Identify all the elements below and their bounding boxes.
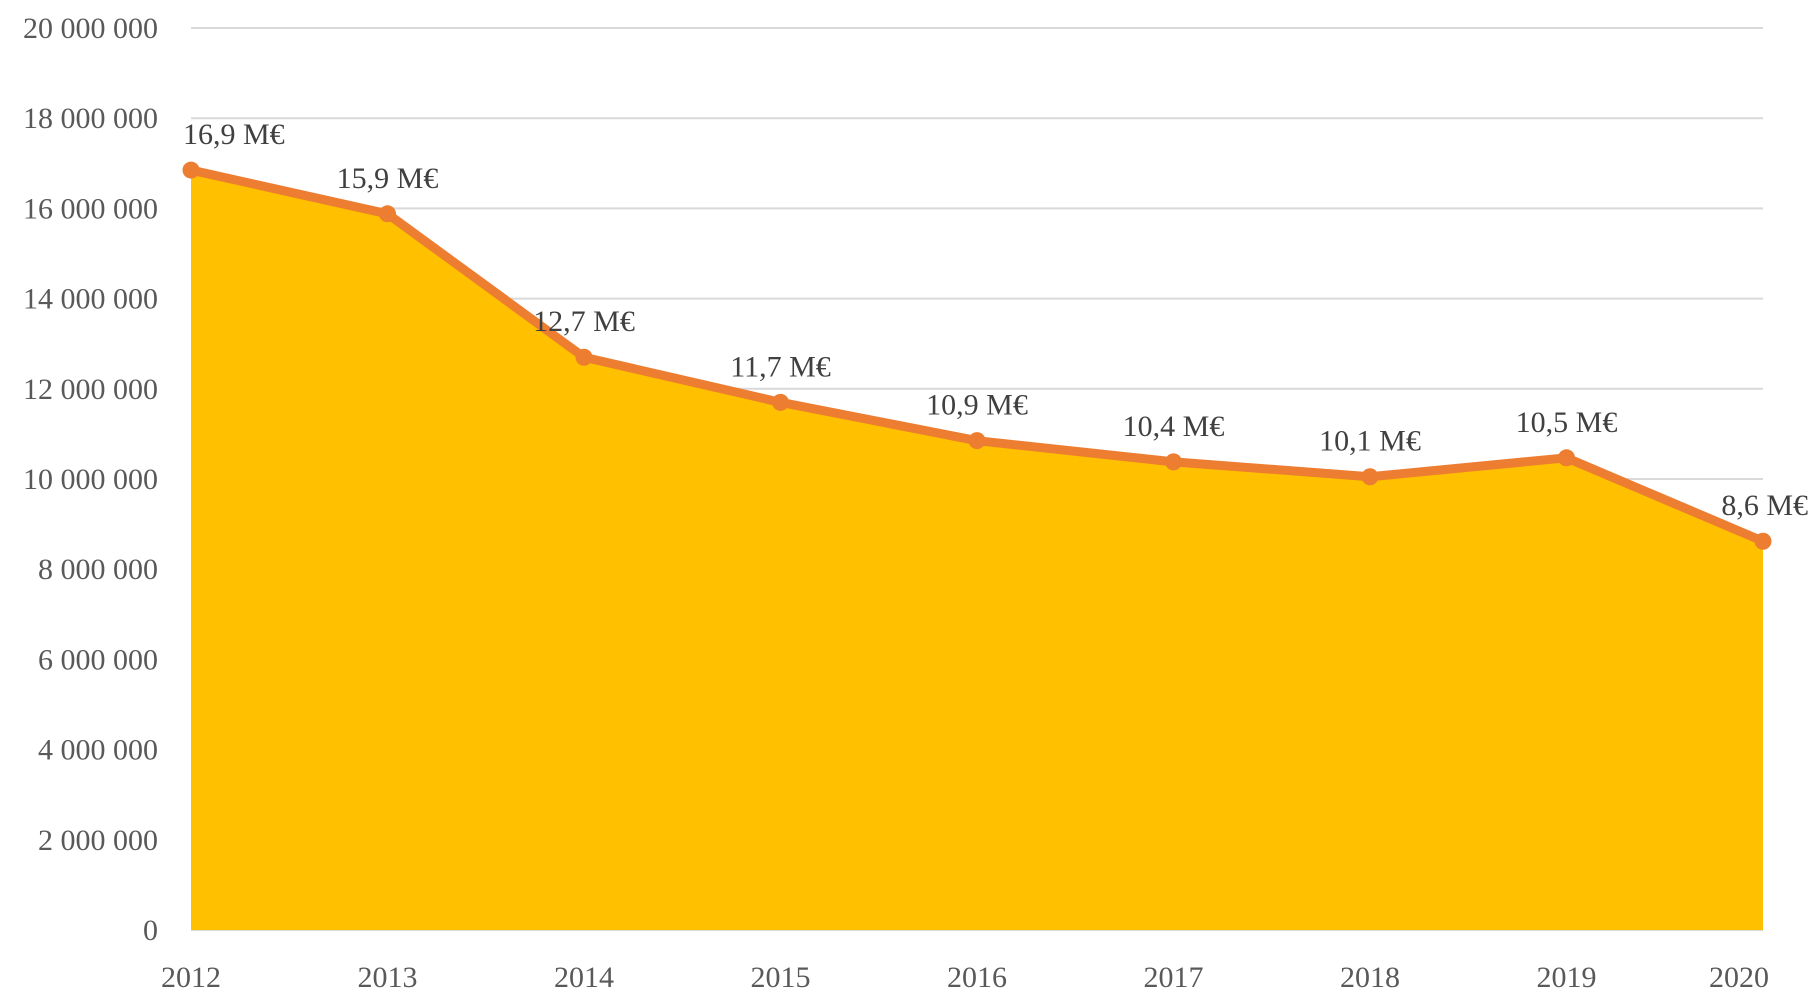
y-tick-label: 4 000 000 [38,734,158,767]
x-tick-label: 2014 [554,961,614,993]
y-axis-tick-labels: 0 2 000 000 4 000 000 6 000 000 8 000 000 10 … [23,12,158,947]
data-label: 12,7 M€ [533,305,635,338]
data-label: 8,6 M€ [1721,489,1808,522]
data-label: 16,9 M€ [183,118,285,151]
data-point [968,432,986,450]
y-tick-label: 0 [143,914,158,947]
data-label: 11,7 M€ [730,350,831,383]
data-label: 10,5 M€ [1516,406,1618,439]
y-tick-label: 2 000 000 [38,824,158,857]
data-point [1361,468,1379,486]
x-tick-label: 2016 [947,961,1007,993]
y-tick-label: 6 000 000 [38,643,158,676]
data-label: 10,4 M€ [1123,410,1225,443]
y-tick-label: 12 000 000 [23,373,158,406]
area-series [191,170,1763,930]
x-tick-label: 2013 [358,961,418,993]
x-tick-label: 2020 [1709,961,1769,993]
y-tick-label: 8 000 000 [38,553,158,586]
y-tick-label: 20 000 000 [23,12,158,45]
x-tick-label: 2017 [1144,961,1204,993]
x-tick-label: 2019 [1537,961,1597,993]
y-tick-label: 10 000 000 [23,463,158,496]
data-point [772,393,789,411]
data-point [379,205,396,223]
y-tick-label: 18 000 000 [23,102,158,135]
data-label: 10,1 M€ [1319,425,1421,458]
data-labels: 16,9 M€ 15,9 M€ 12,7 M€ 11,7 M€ 10,9 M€ 10,4 … [183,118,1808,522]
data-point [182,161,200,179]
y-tick-label: 14 000 000 [23,283,158,316]
x-tick-label: 2018 [1340,961,1400,993]
data-label: 15,9 M€ [337,162,439,195]
x-axis-tick-labels: 2012 2013 2014 2015 2016 2017 2018 2019 2020 [161,961,1769,993]
data-label: 10,9 M€ [926,389,1028,422]
x-tick-label: 2012 [161,961,221,993]
y-tick-label: 16 000 000 [23,192,158,225]
area-fill [191,170,1763,930]
x-tick-label: 2015 [751,961,811,993]
data-point [1558,449,1575,467]
data-point [575,348,593,366]
data-points [182,161,1772,550]
data-point [1165,453,1182,471]
data-point [1754,532,1772,550]
